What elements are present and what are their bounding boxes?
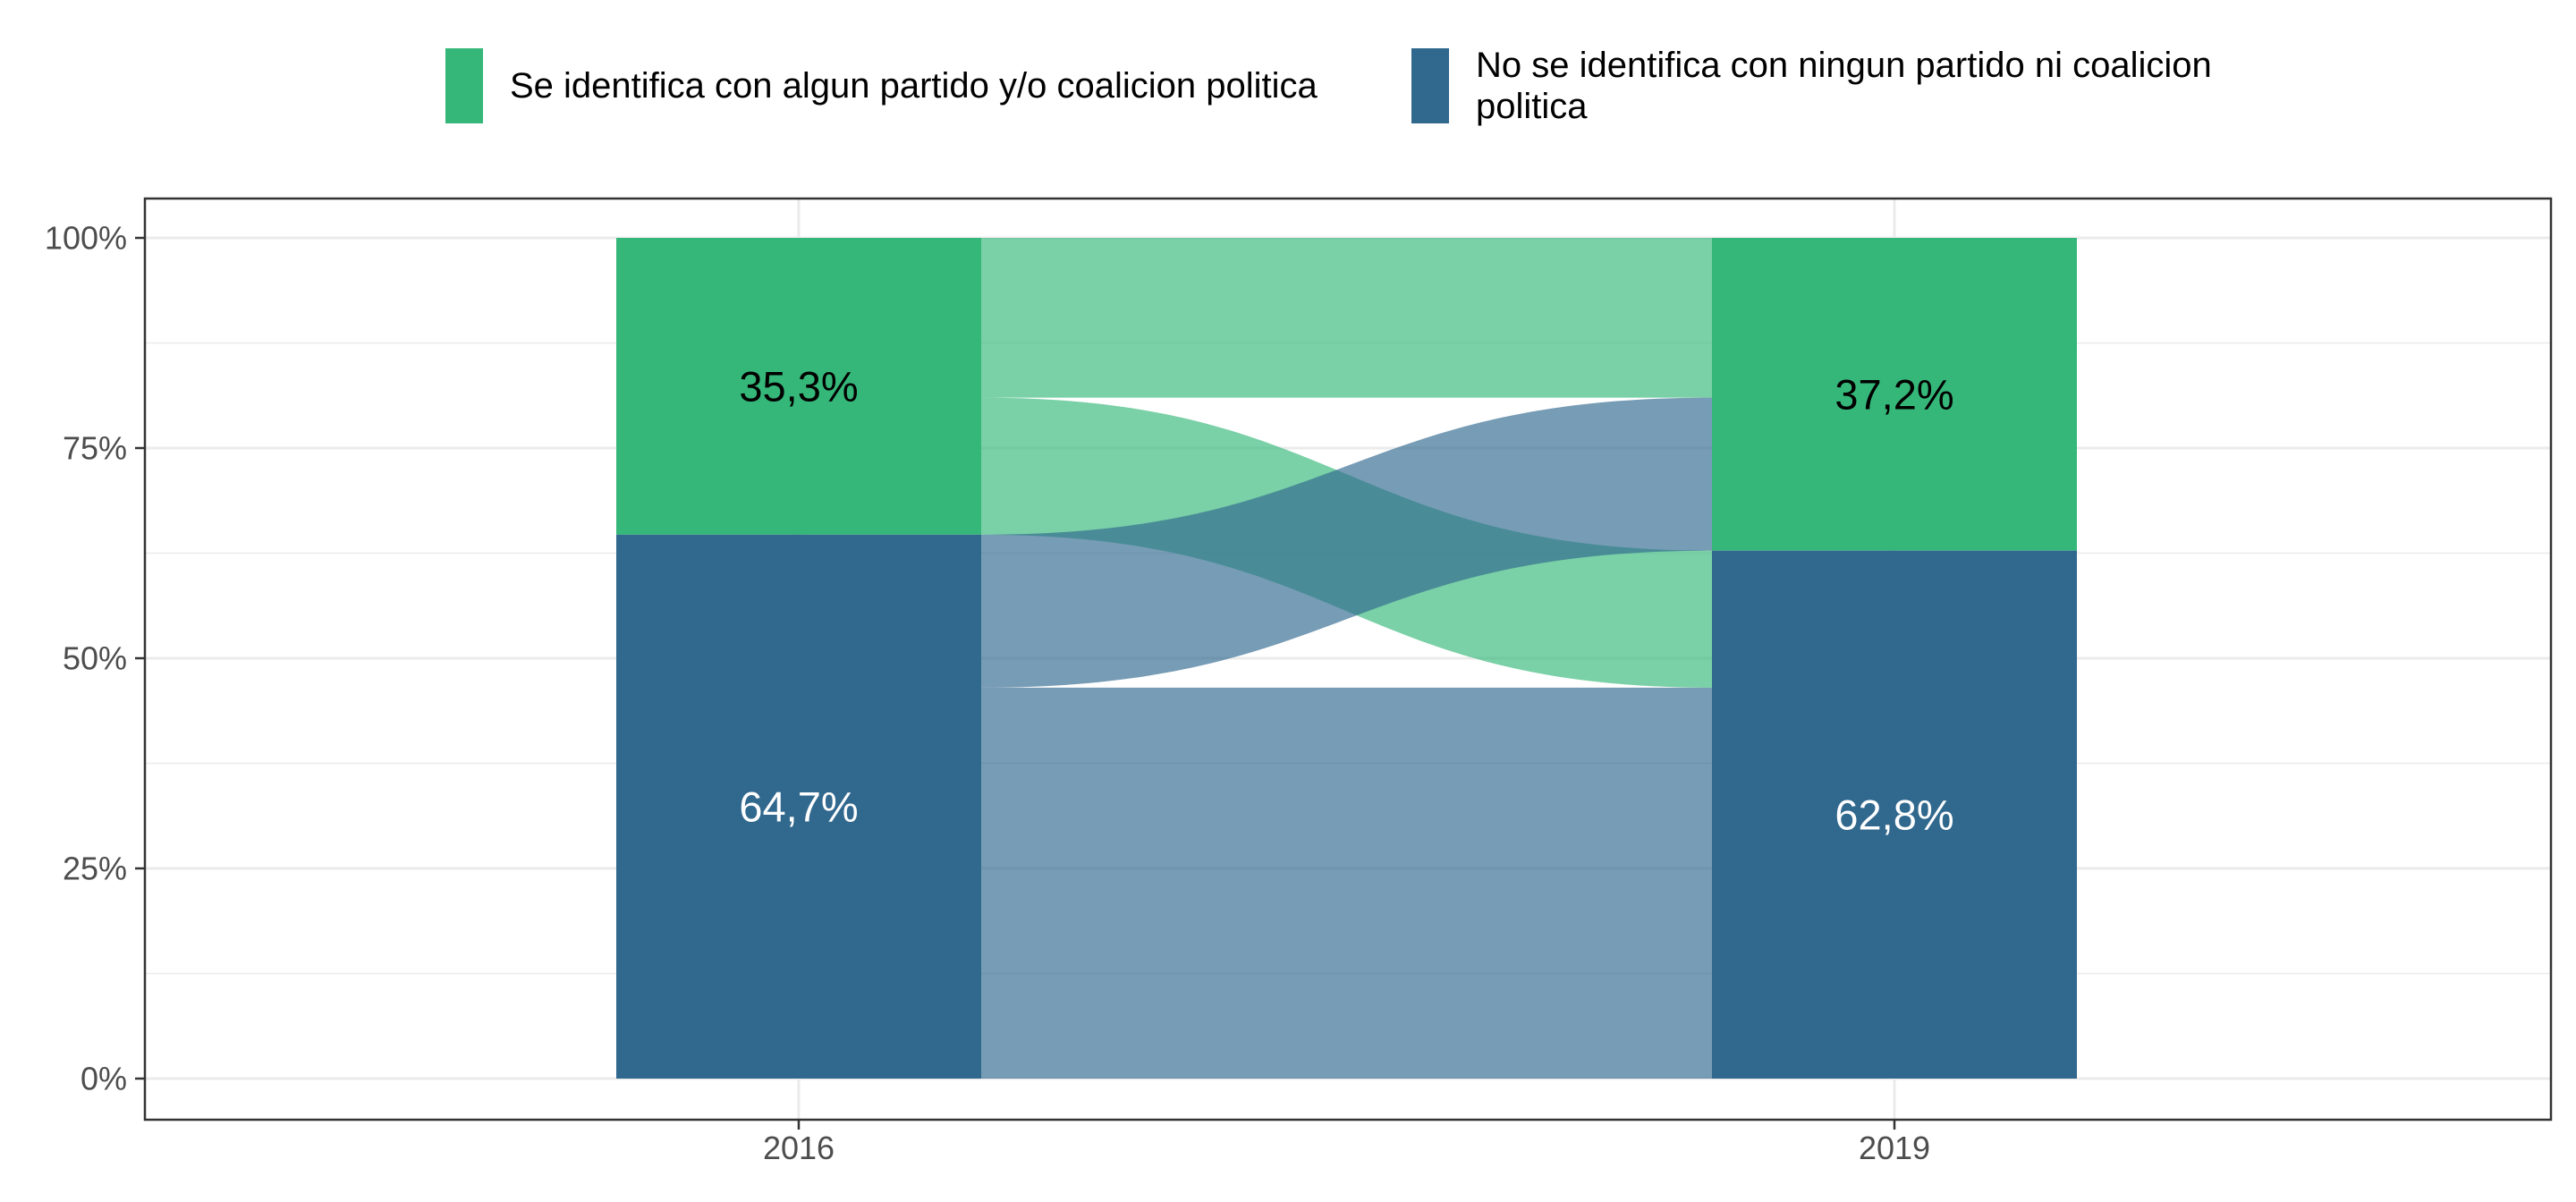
legend: Se identifica con algun partido y/o coal…: [445, 46, 2212, 126]
legend-label: No se identifica con ningun partido ni c…: [1476, 46, 2212, 85]
legend-label: politica: [1476, 87, 1588, 126]
bar-segment: [1712, 550, 2077, 1079]
y-tick-label: 75%: [63, 430, 127, 467]
data-label: 64,7%: [739, 783, 858, 830]
x-axis: 2016 2019: [763, 1120, 1930, 1166]
bar-segment: [1712, 238, 2077, 551]
legend-key: [445, 48, 483, 123]
y-tick-label: 50%: [63, 640, 127, 677]
flow-band: [981, 397, 1712, 688]
bar-segment: [616, 238, 981, 535]
y-axis: 0% 25% 50% 75% 100%: [45, 220, 145, 1097]
y-tick-label: 25%: [63, 851, 127, 887]
stacked-bars: [616, 238, 2077, 1079]
data-label: 37,2%: [1835, 370, 1953, 418]
bar-labels: 35,3% 64,7% 37,2% 62,8%: [739, 362, 1953, 838]
y-tick-label: 100%: [45, 220, 127, 257]
x-tick-label: 2016: [763, 1130, 835, 1166]
flow-band: [981, 687, 1712, 1079]
legend-key: [1411, 48, 1449, 123]
data-label: 35,3%: [739, 362, 858, 410]
y-tick-label: 0%: [80, 1061, 127, 1097]
flow-bands: [981, 238, 1712, 1079]
x-tick-label: 2019: [1859, 1130, 1930, 1166]
bar-segment: [616, 534, 981, 1079]
legend-label: Se identifica con algun partido y/o coal…: [510, 66, 1318, 106]
data-label: 62,8%: [1835, 791, 1953, 838]
flow-band: [981, 238, 1712, 398]
